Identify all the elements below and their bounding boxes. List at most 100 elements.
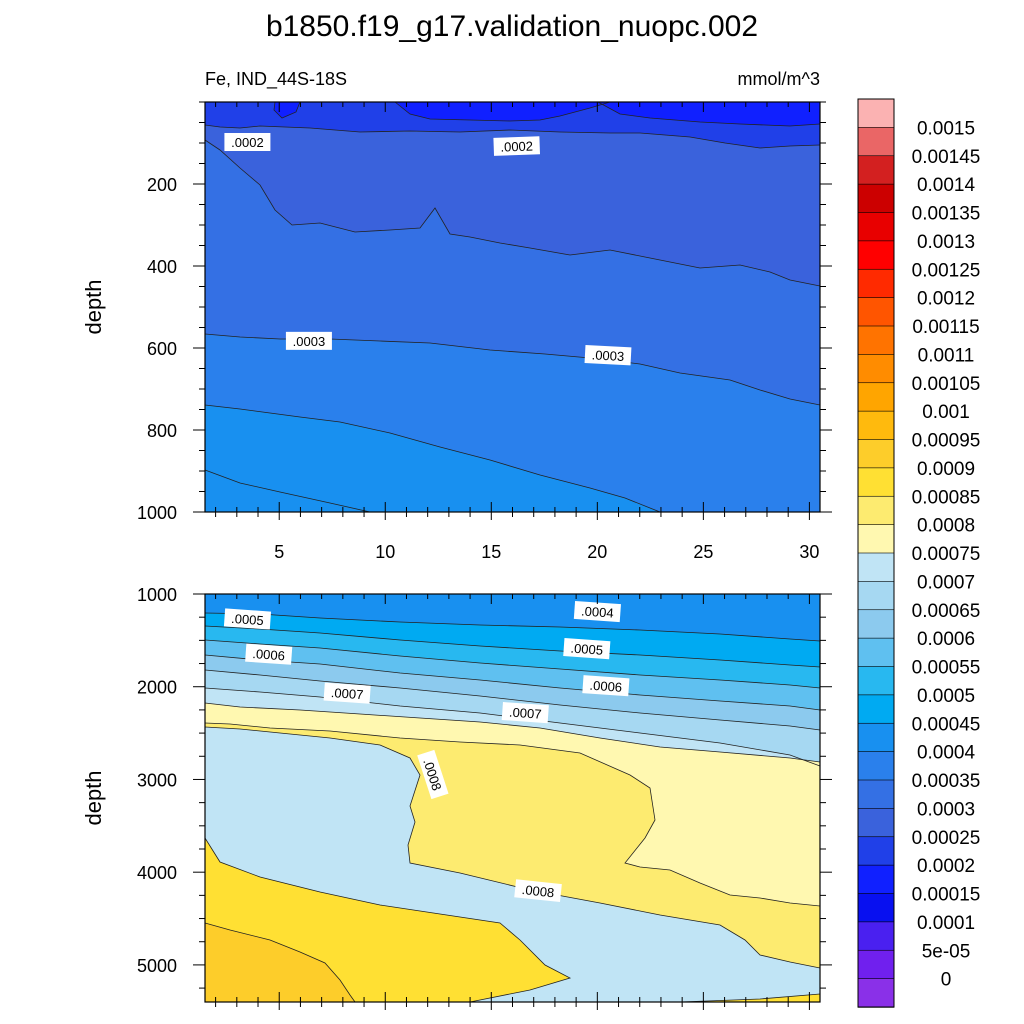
colorbar-tick-label: 0.0011 [918,345,975,366]
lower-contour-label-bg [514,879,562,903]
upper-line-0.0001-c [273,101,301,119]
colorbar-tick-label: 0 [941,970,952,991]
colorbar-tick-label: 0.00125 [912,260,981,281]
colorbar-swatch [857,609,895,639]
lower-contour-labels: .0005 .0006 .0007 .0004 .0005 .0006 .0007 .0008… [223,600,630,903]
upper-fill-0.0001-b [598,102,820,126]
lower-contour-label: .0005 [563,638,611,660]
lower-line-0.00085 [204,837,572,1003]
colorbar-tick-label: 0.001 [922,402,970,423]
colorbar-swatch [857,524,895,554]
colorbar-swatch [857,467,895,497]
lower-contour-lines [204,612,821,1003]
colorbar-swatch [857,864,895,895]
lower-y-tick-label: 3000 [137,770,177,790]
colorbar-tick-label: 0.0006 [917,629,975,650]
lower-contour-label-text: .0005 [570,641,604,658]
colorbar-tick-label: 0.00035 [912,771,981,792]
colorbar-frame [857,98,895,1008]
lower-contour-label-bg [501,702,549,724]
colorbar-tick-label: 0.00085 [912,487,981,508]
lower-contour-label-bg [223,608,272,630]
lower-line-0.0008-b [204,726,821,969]
colorbar-tick-label: 0.00045 [912,714,981,735]
upper-x-tick-label: 10 [375,542,395,562]
colorbar-tick-label: 0.0013 [917,232,975,253]
upper-line-0.0001-a [394,101,611,122]
lower-contour-label: .0007 [501,702,549,724]
lower-line-0.0005 [204,625,821,668]
colorbar-swatch [857,98,895,129]
colorbar-tick-label: 0.0015 [917,118,975,139]
upper-fill-0.0001-c [274,102,300,118]
colorbar-swatch [857,439,895,469]
colorbar-swatch [857,325,895,356]
lower-fill-0.0008 [205,723,820,968]
colorbar-tick-label: 0.0009 [917,459,975,480]
upper-y-tick-label: 800 [147,421,177,441]
colorbar: 0.0015 0.00145 0.0014 0.00135 0.0013 0.00125 0… [857,98,981,1008]
colorbar-tick-label: 0.00065 [912,601,981,622]
upper-contour-label-bg [584,345,632,366]
lower-contour-label: .0006 [582,675,630,697]
colorbar-swatch [857,127,895,157]
upper-line-0.00035 [204,469,371,513]
lower-contour-label-text: .0007 [330,685,364,702]
upper-panel: .0002 .0002 .0003 .0003 5 10 15 20 25 30 200 400 60… [81,101,832,562]
upper-y-tick-label: 200 [147,175,177,195]
upper-line-0.0001-b [597,101,821,127]
upper-y-axis-label: depth [81,279,106,334]
upper-line-0.00015 [204,124,821,149]
upper-contour-label-text: .0002 [231,135,264,150]
lower-y-tick-label: 1000 [137,585,177,605]
upper-y-tick-label: 400 [147,257,177,277]
lower-contour-label-text: .0005 [231,611,265,628]
lower-contour-label-text: .0007 [509,705,543,722]
lower-fill-0.00075 [205,703,820,906]
colorbar-swatch [857,268,895,299]
colorbar-swatch [857,552,895,583]
colorbar-tick-label: 0.00055 [912,658,981,679]
units-label: mmol/m^3 [738,69,820,89]
upper-contour-label-bg [493,136,541,156]
upper-contour-label-text: .0003 [293,334,326,349]
lower-line-0.00045 [204,612,821,642]
upper-contour-fills [205,102,820,512]
lower-contour-fills [205,594,820,1002]
colorbar-tick-label: 0.00135 [912,204,981,225]
upper-x-tick-label: 20 [587,542,607,562]
colorbar-swatch [857,240,895,270]
lower-fill-0.0009 [205,923,355,1002]
colorbar-tick-label: 0.0007 [917,572,975,593]
upper-contour-lines [204,101,821,513]
lower-contour-label: .0007 [323,682,371,704]
colorbar-tick-label: 0.0003 [917,799,975,820]
lower-contour-label-bg [245,643,293,665]
colorbar-swatch [857,212,895,242]
upper-contour-label: .0003 [285,331,332,350]
colorbar-swatch [857,382,895,412]
colorbar-tick-label: 0.00095 [912,431,981,452]
colorbar-tick-label: 0.00115 [912,317,979,338]
colorbar-swatch [857,779,895,810]
lower-line-0.00055 [204,639,821,689]
colorbar-swatch [857,183,895,214]
upper-x-tick-label: 25 [693,542,713,562]
chart-title: b1850.f19_g17.validation_nuopc.002 [266,10,758,43]
colorbar-tick-label: 0.00075 [912,544,981,565]
upper-contour-label-text: .0002 [500,139,533,155]
upper-line-0.0003 [204,404,661,513]
colorbar-tick-label: 0.00015 [912,885,981,906]
lower-panel: .0005 .0006 .0007 .0004 .0005 .0006 .0007 .0008… [81,585,832,1010]
colorbar-tick-label: 0.0014 [917,175,976,196]
lower-contour-label: .0004 [573,600,621,623]
upper-contour-label-text: .0003 [591,347,624,364]
upper-fill-0.0002 [205,102,820,286]
lower-contour-label: .0008 [514,879,562,903]
upper-contour-label-bg [285,331,332,350]
colorbar-swatch [857,155,895,185]
upper-line-0.0002 [204,139,821,287]
lower-contour-label-bg [582,675,630,697]
upper-x-tick-label: 5 [274,542,284,562]
